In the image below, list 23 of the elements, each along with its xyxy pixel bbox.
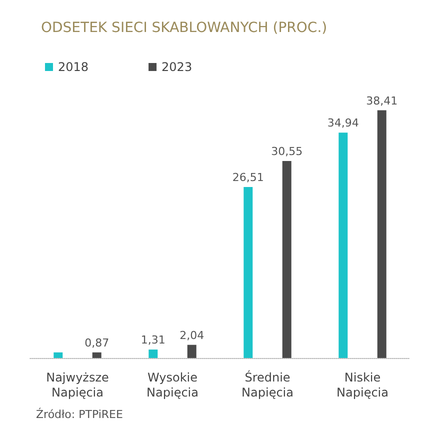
text: Źródło: PTPiREE bbox=[36, 407, 123, 421]
bar bbox=[54, 352, 63, 358]
bar bbox=[282, 160, 292, 358]
data-label: 1,31 bbox=[140, 334, 166, 347]
bar bbox=[92, 352, 102, 358]
data-label: 0,87 bbox=[84, 336, 110, 350]
bar bbox=[148, 350, 158, 358]
x-tick-label: Średnie Napięcia bbox=[242, 370, 294, 400]
legend-label: 2023 bbox=[162, 60, 192, 74]
data-label: 26,51 bbox=[232, 171, 264, 184]
chart-title: ODSETEK SIECI SKABLOWANYCH (PROC.) bbox=[41, 20, 328, 36]
x-tick-label: Wysokie Napięcia bbox=[146, 370, 198, 400]
bar bbox=[187, 344, 196, 358]
bar bbox=[377, 110, 386, 358]
data-label: 34,94 bbox=[327, 116, 359, 130]
bar bbox=[338, 132, 348, 358]
data-label: 30,55 bbox=[271, 144, 303, 158]
bar bbox=[244, 187, 253, 358]
data-label: 38,41 bbox=[366, 94, 398, 108]
x-tick-label: Niskie Napięcia bbox=[336, 370, 388, 400]
legend-label: 2018 bbox=[58, 60, 89, 74]
data-label: 2,04 bbox=[180, 328, 204, 342]
x-tick-label: Najwyższe Napięcia bbox=[46, 370, 109, 400]
